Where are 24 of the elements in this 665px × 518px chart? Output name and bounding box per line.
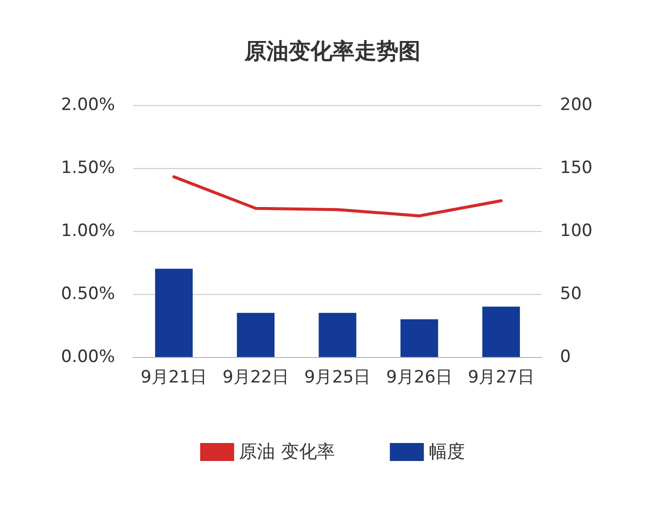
y2-tick-label: 200: [560, 95, 592, 115]
x-tick-label: 9月25日: [304, 368, 371, 388]
y-tick-label: 1.00%: [60, 221, 115, 241]
line-series: [172, 175, 503, 218]
y2-tick-label: 50: [560, 284, 582, 304]
legend-label: 幅度: [428, 442, 465, 462]
legend-label: 原油 变化率: [239, 442, 335, 462]
bar: [155, 268, 193, 357]
x-tick-label: 9月21日: [140, 368, 208, 388]
x-tick-label: 9月22日: [222, 368, 289, 388]
y-tick-label: 0.50%: [60, 284, 115, 304]
x-tick-label: 9月27日: [468, 368, 534, 388]
y-tick-label: 0.00%: [60, 347, 115, 367]
bar: [400, 319, 438, 357]
y2-tick-label: 100: [560, 221, 592, 241]
bar: [236, 312, 275, 357]
bar: [482, 306, 520, 357]
y2-tick-label: 150: [560, 158, 592, 178]
y-tick-label: 1.50%: [60, 158, 115, 178]
chart-title: 原油变化率走势图: [244, 38, 420, 64]
y-tick-label: 2.00%: [60, 95, 115, 115]
y2-tick-label: 0: [560, 347, 571, 367]
bar: [318, 312, 356, 357]
x-tick-label: 9月26日: [386, 368, 453, 388]
